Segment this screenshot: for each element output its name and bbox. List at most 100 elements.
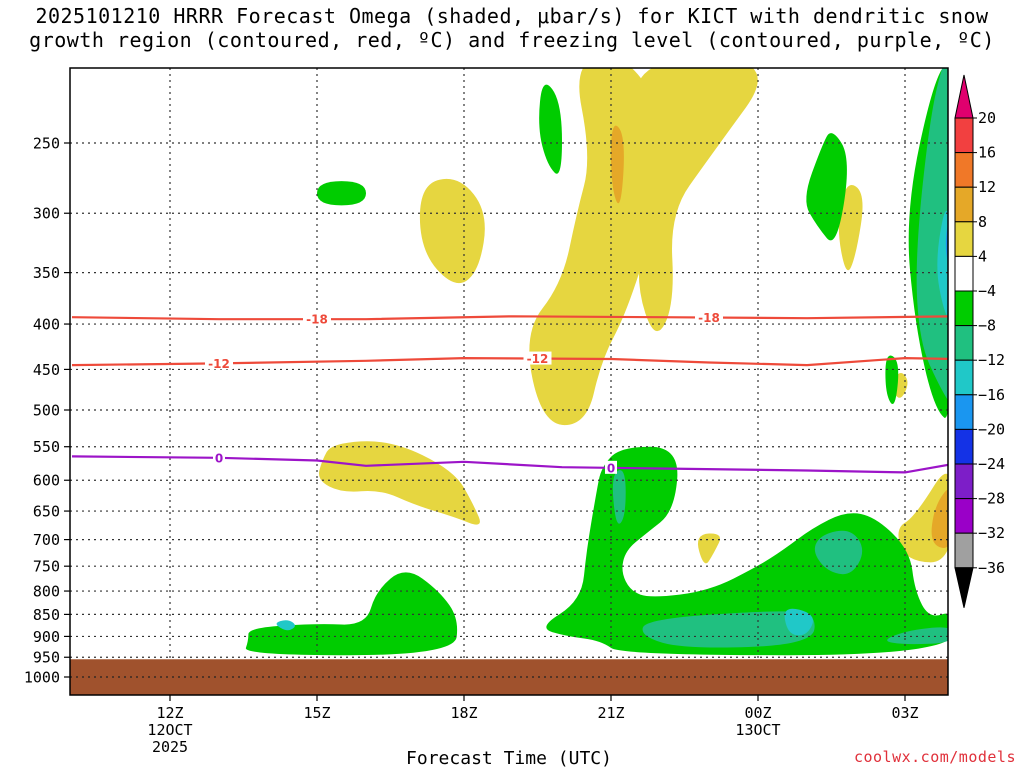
contour-line-0 [71,455,948,474]
contour-label-bg--12-0 [205,356,233,370]
title-line-1: 2025101210 HRRR Forecast Omega (shaded, … [35,4,989,28]
title-line-2: growth region (contoured, red, ºC) and f… [29,28,995,52]
temperature-contours: -18 -18 -12 -12 0 0 [71,310,948,475]
omega-region-23 [784,608,813,636]
chart-title: 2025101210 HRRR Forecast Omega (shaded, … [0,4,1024,52]
colorbar-bin-2 [954,152,974,188]
x-tick-label-03Z: 03Z [891,704,918,722]
x-tick-label-12Z: 12Z [156,704,183,722]
y-tick-label-900: 900 [33,628,60,646]
y-tick-label-600: 600 [33,472,60,490]
y-tick-label-450: 450 [33,361,60,379]
colorbar-label-7: −12 [978,351,1005,369]
omega-region-2 [419,178,485,284]
x-tick-label-15Z: 15Z [303,704,330,722]
contour-label--18-0: -18 [306,313,328,327]
y-tick-label-250: 250 [33,135,60,153]
omega-region-10 [611,125,624,204]
y-tick-label-650: 650 [33,503,60,521]
colorbar-bin-12 [954,498,974,534]
omega-region-18 [887,627,948,645]
colorbar-top-arrow [954,74,974,119]
contour-label--18-1: -18 [698,311,720,325]
contour-label-bg--12-1 [523,351,552,365]
contour-label-bg--18-0 [303,312,331,326]
colorbar-bin-11 [954,463,974,500]
colorbar-bin-3 [954,186,974,223]
colorbar-label-0: 20 [978,109,996,127]
omega-region-3 [319,441,480,525]
x-tick-date-00Z: 13OCT [735,721,780,739]
y-tick-label-500: 500 [33,402,60,420]
colorbar-label-6: −8 [978,317,996,335]
colorbar-bin-13 [954,532,974,569]
omega-region-26 [276,620,295,631]
colorbar-label-4: 4 [978,247,987,265]
plot-frame [69,67,949,696]
colorbar-bin-9 [954,394,974,430]
omega-region-16 [245,572,458,656]
contour-label--12-1: -12 [527,352,549,366]
y-tick-label-300: 300 [33,205,60,223]
contour-label--12-0: -12 [208,357,230,371]
colorbar-bin-8 [954,359,974,396]
y-tick-label-800: 800 [33,583,60,601]
colorbar: 20 16 12 8 4 −4 −8 −12 −16 −20 −24 −28 −32 −36 [954,74,1005,608]
colorbar-bin-7 [954,325,974,361]
omega-region-24 [937,211,948,318]
omega-shaded-regions [245,68,948,656]
x-axis-title: Forecast Time (UTC) [406,748,612,768]
colorbar-label-11: −28 [978,490,1005,508]
contour-label-bg--18-1 [695,310,723,324]
colorbar-bottom-arrow [954,567,974,608]
omega-region-4 [697,533,721,564]
contour-label-0-0: 0 [215,451,223,465]
colorbar-bin-4 [954,221,974,257]
y-axis: 250 300 350 400 450 500 550 600 650 700 750 800 850 9… [24,135,70,687]
colorbar-label-9: −20 [978,420,1005,438]
omega-region-12 [317,181,366,206]
colorbar-label-5: −4 [978,282,996,300]
y-tick-label-950: 950 [33,649,60,667]
y-tick-label-350: 350 [33,264,60,282]
x-tick-label-21Z: 21Z [597,704,624,722]
colorbar-label-2: 12 [978,178,996,196]
credit-text: coolwx.com/models [853,748,1016,766]
omega-region-9 [931,489,948,548]
x-tick-date-12Z: 12OCT [147,721,192,739]
colorbar-label-12: −32 [978,524,1005,542]
omega-region-5 [838,185,863,271]
contour-label-bg-0-0 [213,450,225,464]
y-tick-label-400: 400 [33,316,60,334]
omega-region-1 [635,68,758,332]
x-tick-label-18Z: 18Z [450,704,477,722]
x-tick-label-00Z: 00Z [744,704,771,722]
y-tick-label-1000: 1000 [24,669,60,687]
colorbar-bin-5 [954,255,974,292]
x-tick-year-12Z: 2025 [152,738,188,756]
omega-region-19 [814,530,863,575]
colorbar-label-8: −16 [978,386,1005,404]
contour-line--18 [71,315,948,321]
contour-label-0-1: 0 [607,461,615,475]
colorbar-bin-6 [954,290,974,327]
omega-region-11 [539,84,562,174]
colorbar-label-1: 16 [978,144,996,162]
y-tick-label-750: 750 [33,558,60,576]
y-tick-label-700: 700 [33,531,60,549]
omega-region-0 [529,68,668,426]
colorbar-label-13: −36 [978,559,1005,577]
colorbar-label-10: −24 [978,455,1005,473]
omega-region-17 [546,446,948,656]
plot-border [69,67,949,696]
omega-region-20 [642,611,815,648]
y-tick-label-850: 850 [33,606,60,624]
y-tick-label-550: 550 [33,438,60,456]
colorbar-bin-1 [954,117,974,154]
omega-region-13 [806,133,847,241]
omega-region-14 [885,355,899,405]
contour-label-bg-0-1 [605,460,617,474]
contour-line--12 [71,357,948,367]
